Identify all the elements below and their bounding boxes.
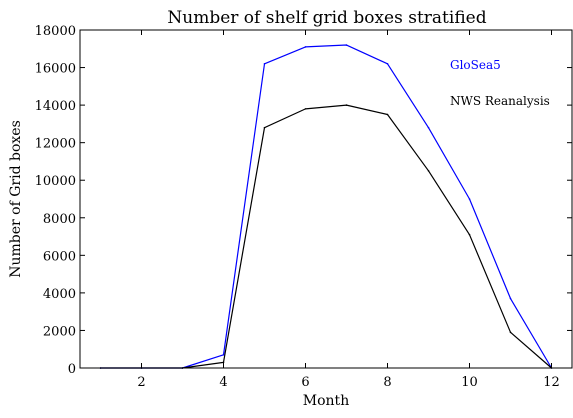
data-point: [468, 198, 471, 200]
chart-title: Number of shelf grid boxes stratified: [167, 8, 486, 28]
data-point: [509, 297, 512, 300]
x-tick-label: 8: [383, 375, 391, 390]
y-tick-label: 6000: [43, 249, 76, 264]
y-tick-label: 10000: [35, 174, 76, 189]
data-point: [468, 233, 471, 236]
data-point: [386, 113, 389, 116]
x-tick-label: 12: [543, 375, 560, 390]
y-tick-label: 16000: [35, 62, 76, 77]
x-tick-label: 6: [301, 375, 309, 390]
y-tick-label: 2000: [43, 324, 76, 339]
series-layer: [99, 44, 553, 369]
y-tick-label: 18000: [35, 24, 76, 39]
y-tick-label: 14000: [35, 99, 76, 114]
data-point: [509, 331, 512, 334]
y-tick-label: 4000: [43, 287, 76, 302]
x-tick-label: 4: [219, 375, 227, 390]
plot-frame: [79, 29, 573, 369]
data-point: [304, 108, 307, 110]
y-axis-label: Number of Grid boxes: [8, 120, 24, 278]
data-point: [345, 44, 348, 46]
data-point: [222, 361, 225, 364]
data-point: [263, 63, 266, 65]
x-tick-label: 10: [461, 375, 478, 390]
y-tick-label: 8000: [43, 212, 76, 227]
data-point: [345, 104, 348, 106]
y-tick-label: 0: [68, 362, 76, 377]
data-point: [222, 354, 225, 356]
data-point: [427, 126, 430, 129]
x-tick-label: 2: [137, 375, 145, 390]
data-point: [304, 46, 307, 48]
series-line-2: [100, 104, 552, 369]
y-axis: 0 2000 4000 6000 8000 10000 12000 14000 16000 180…: [35, 24, 572, 377]
legend-entry: GloSea5: [450, 58, 501, 72]
legend-entry: NWS Reanalysis: [450, 94, 550, 108]
y-tick-label: 12000: [35, 137, 76, 152]
data-point: [427, 170, 430, 172]
legend: GloSea5 NWS Reanalysis: [450, 58, 550, 108]
data-point: [386, 63, 389, 65]
x-axis-label: Month: [303, 393, 349, 409]
data-point: [263, 126, 266, 129]
x-axis: 2 4 6 8 10 12: [137, 30, 560, 390]
